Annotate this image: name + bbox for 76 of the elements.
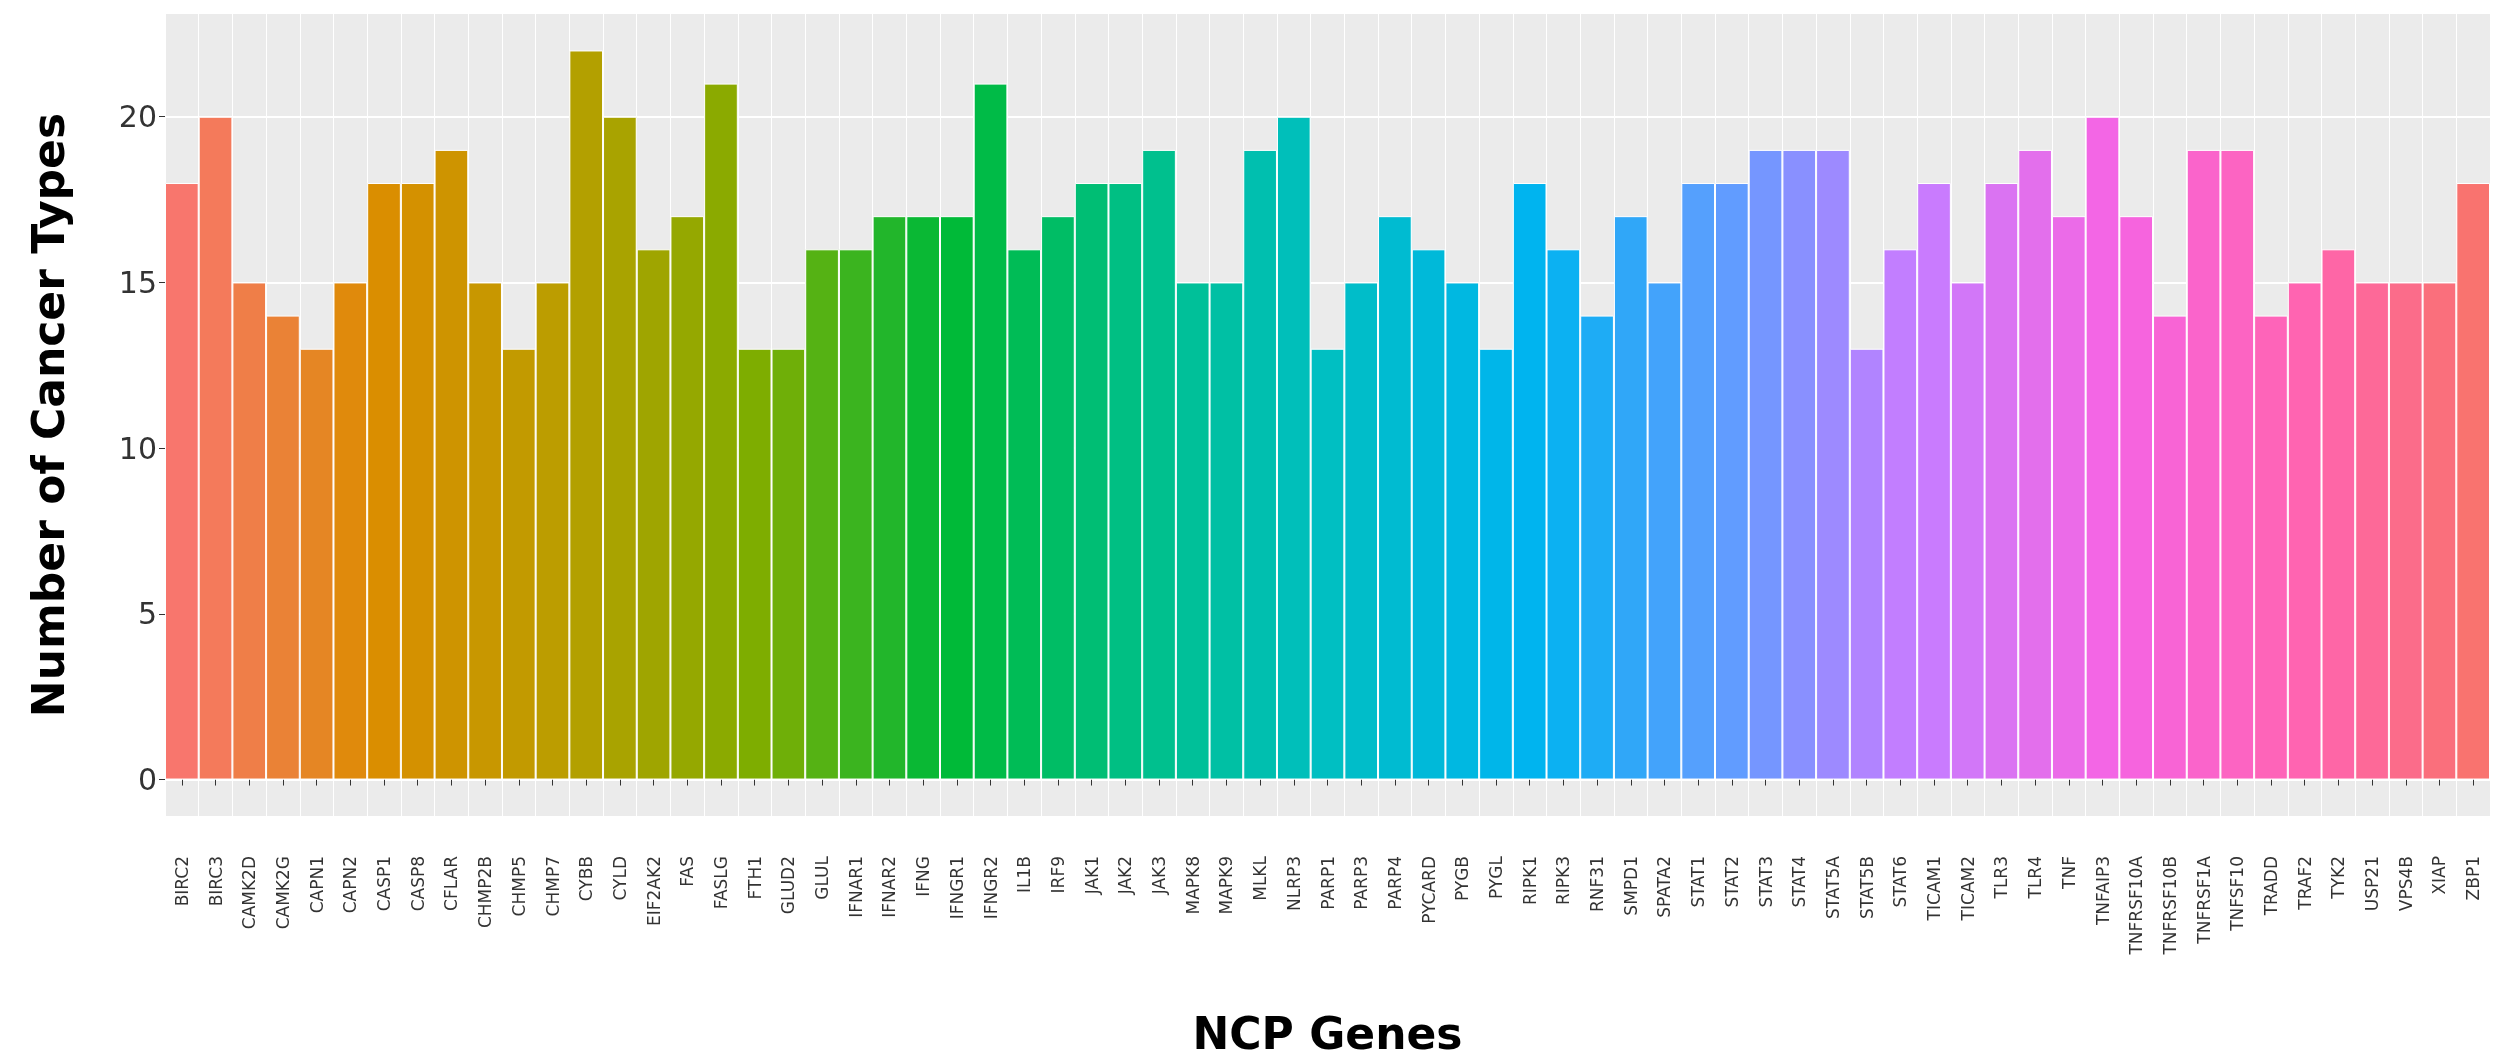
x-tick-label: BIRC2 <box>171 856 192 907</box>
x-tick-label: PARP3 <box>1351 856 1372 910</box>
x-tick-label: CHMP5 <box>508 856 529 917</box>
x-tick-label: TNFAIP3 <box>2092 856 2113 927</box>
x-tick-label: CAPN1 <box>306 856 327 914</box>
x-tick-label: CAMK2D <box>239 856 260 930</box>
x-tick-label: CAPN2 <box>340 856 361 914</box>
x-tick-label: TICAM2 <box>1957 856 1978 922</box>
x-tick-label: TYK2 <box>2328 856 2349 900</box>
x-tick-label: BIRC3 <box>205 856 226 907</box>
x-tick-label: PYGB <box>1452 856 1473 902</box>
x-tick-label: SPATA2 <box>1654 856 1675 918</box>
x-tick-label: NLRP3 <box>1283 856 1304 912</box>
x-tick-label: STAT2 <box>1721 856 1742 908</box>
x-tick-label: VPS4B <box>2395 856 2416 912</box>
x-tick-label: IFNGR2 <box>980 856 1001 920</box>
x-tick-label: RIPK3 <box>1553 856 1574 906</box>
y-axis-title: Number of Cancer Types <box>22 112 74 718</box>
x-tick-label: TRAF2 <box>2294 856 2315 911</box>
x-tick-label: CAMK2G <box>272 856 293 930</box>
x-tick-label: FTH1 <box>744 856 765 900</box>
x-tick-label: XIAP <box>2429 856 2450 895</box>
x-tick-label: RNF31 <box>1587 856 1608 912</box>
y-tick-label: 0 <box>137 762 157 798</box>
x-tick-label: TNFSF10 <box>2227 856 2248 932</box>
x-tick-label: CFLAR <box>441 855 462 911</box>
x-tick-label: JAK2 <box>1115 856 1136 896</box>
x-tick-label: STAT5B <box>1856 856 1877 920</box>
y-tick-label: 5 <box>137 596 157 632</box>
x-tick-label: MLKL <box>1250 855 1271 901</box>
x-tick-label: IRF9 <box>1047 856 1068 894</box>
x-tick-label: PYGL <box>1485 855 1506 899</box>
x-tick-label: RIPK1 <box>1519 856 1540 906</box>
x-tick-label: STAT6 <box>1890 856 1911 908</box>
x-tick-label: STAT3 <box>1755 856 1776 908</box>
x-tick-label: SMPD1 <box>1620 856 1641 916</box>
x-tick-label: IFNAR1 <box>845 856 866 918</box>
x-tick-label: GLUL <box>812 855 833 900</box>
x-tick-label: STAT1 <box>1688 856 1709 908</box>
x-tick-label: IL1B <box>1014 856 1035 893</box>
x-tick-label: CASP1 <box>374 856 395 912</box>
x-tick-label: STAT4 <box>1789 856 1810 908</box>
x-tick-label: TLR3 <box>1991 856 2012 900</box>
y-tick-label: 10 <box>118 430 157 466</box>
x-tick-label: TNFRSF1A <box>2193 855 2214 945</box>
x-tick-label: USP21 <box>2362 856 2383 912</box>
x-tick-label: TNF <box>2058 856 2079 890</box>
x-tick-label: PYCARD <box>1418 856 1439 924</box>
x-tick-label: GLUD2 <box>778 856 799 915</box>
x-tick-label: ZBP1 <box>2463 856 2484 901</box>
x-tick-label: MAPK9 <box>1216 856 1237 915</box>
x-tick-label: CYLD <box>609 856 630 901</box>
x-tick-label: CHMP2B <box>475 856 496 929</box>
x-tick-label: PARP1 <box>1317 856 1338 910</box>
x-axis-title: NCP Genes <box>1192 1007 1463 1059</box>
x-tick-label: CYBB <box>576 856 597 902</box>
x-tick-label: FASLG <box>710 856 731 910</box>
y-tick-label: 20 <box>118 99 157 135</box>
x-tick-label: TLR4 <box>2025 856 2046 900</box>
x-tick-label: TNFRSF10A <box>2126 855 2147 956</box>
x-tick-label: JAK1 <box>1081 856 1102 896</box>
x-tick-label: STAT5A <box>1822 855 1843 919</box>
x-tick-label: CHMP7 <box>542 856 563 917</box>
x-tick-label: MAPK8 <box>1182 856 1203 915</box>
x-tick-label: CASP8 <box>407 856 428 912</box>
x-tick-label: IFNAR2 <box>879 856 900 918</box>
x-tick-label: TRADD <box>2260 856 2281 917</box>
x-tick-label: PARP4 <box>1384 856 1405 910</box>
x-tick-label: IFNGR1 <box>946 856 967 920</box>
x-tick-label: JAK3 <box>1149 856 1170 896</box>
x-tick-label: FAS <box>677 856 698 887</box>
x-tick-label: TICAM1 <box>1924 856 1945 922</box>
x-tick-label: EIF2AK2 <box>643 856 664 926</box>
x-tick-label: IFNG <box>913 856 934 897</box>
x-tick-label: TNFRSF10B <box>2159 856 2180 956</box>
y-tick-label: 15 <box>118 264 157 300</box>
